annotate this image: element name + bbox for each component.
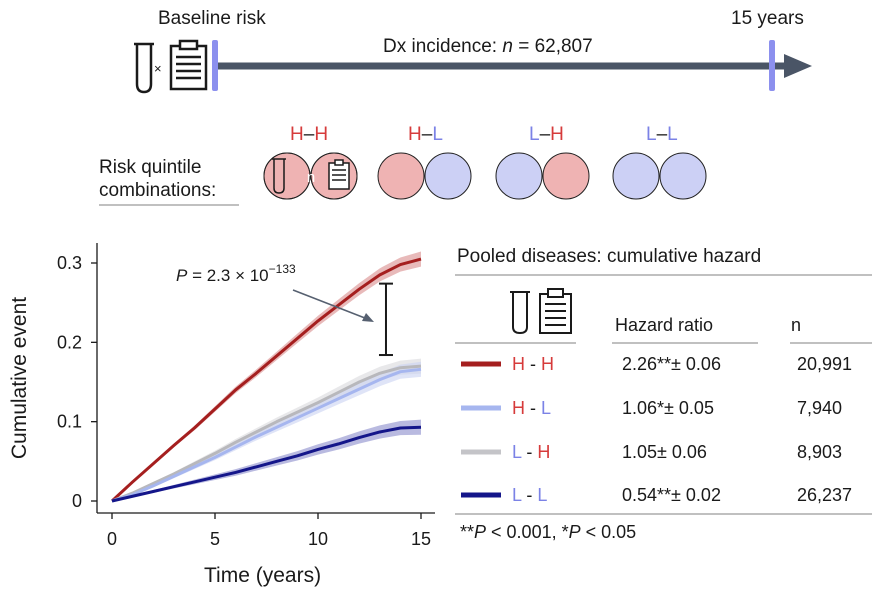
table-title: Pooled diseases: cumulative hazard	[457, 246, 761, 267]
venn-hh: H–H n	[263, 124, 358, 200]
venn-tube-icon	[272, 158, 286, 194]
table-row: L - L 0.54**± 0.02 26,237	[461, 485, 852, 505]
row-label: H - L	[512, 398, 551, 418]
table-clipboard-icon	[539, 288, 572, 334]
series-line-ll	[111, 425, 422, 503]
venn-hl: H–L	[377, 124, 472, 200]
table-row: L - H 1.05± 0.06 8,903	[461, 442, 842, 462]
venn-ll-label: L–L	[646, 124, 678, 145]
risk-label-line2: combinations:	[99, 180, 216, 201]
timeline-end-label: 15 years	[731, 8, 804, 29]
timeline-end-marker	[769, 40, 775, 91]
series-lines	[110, 257, 422, 503]
table-tube-icon	[510, 291, 530, 335]
row-label: L - H	[512, 442, 550, 462]
cumulative-event-chart: 0 5 10 15 0 0.1 0.2 0.3 Time (years) Cumulativ…	[8, 243, 435, 587]
y-tick-label: 0	[72, 491, 82, 511]
p-value-text: P = 2.3 × 10−133	[176, 262, 296, 285]
x-tick-label: 10	[308, 529, 328, 549]
table-row: H - L 1.06*± 0.05 7,940	[461, 398, 842, 418]
col-n: n	[791, 315, 801, 335]
x-tick-label: 0	[107, 529, 117, 549]
y-tick-label: 0.3	[57, 253, 82, 273]
row-label: L - L	[512, 485, 547, 505]
timeline-start-label: Baseline risk	[158, 8, 266, 29]
timeline-arrow-head	[784, 54, 812, 78]
table-footnote: **P < 0.001, *P < 0.05	[460, 522, 636, 542]
band-ll	[112, 419, 421, 501]
row-n: 7,940	[797, 398, 842, 418]
table-row: H - H 2.26**± 0.06 20,991	[461, 354, 852, 374]
row-hazard-ratio: 1.06*± 0.05	[622, 398, 714, 418]
x-tick-label: 5	[210, 529, 220, 549]
times-symbol: ×	[154, 61, 162, 76]
row-n: 20,991	[797, 354, 852, 374]
risk-label-line1: Risk quintile	[99, 157, 201, 178]
clipboard-icon	[169, 39, 208, 91]
series-line-lh	[111, 364, 422, 503]
venn-hh-label: H–H	[290, 124, 328, 145]
p-value-pointer	[292, 289, 371, 321]
test-tube-icon	[134, 42, 154, 94]
timeline-incidence-label: Dx incidence: n = 62,807	[383, 36, 593, 57]
series-line-hh	[110, 257, 422, 503]
y-tick-label: 0.2	[57, 332, 82, 352]
row-label: H - H	[512, 354, 554, 374]
venn-clipboard-icon	[328, 159, 350, 190]
venn-hh-n: n	[307, 169, 315, 186]
row-n: 8,903	[797, 442, 842, 462]
venn-lh-label: L–H	[529, 124, 564, 145]
row-hazard-ratio: 0.54**± 0.02	[622, 485, 721, 505]
venn-ll: L–L	[612, 124, 707, 200]
row-n: 26,237	[797, 485, 852, 505]
row-hazard-ratio: 1.05± 0.06	[622, 442, 707, 462]
x-tick-label: 15	[411, 529, 431, 549]
venn-hl-label: H–L	[408, 124, 443, 145]
timeline-start-marker	[212, 40, 218, 91]
row-hazard-ratio: 2.26**± 0.06	[622, 354, 721, 374]
timeline: Baseline risk 15 years Dx incidence: n =…	[134, 8, 812, 94]
band-hh	[112, 251, 421, 501]
p-value-annotation: P = 2.3 × 10−133	[176, 262, 393, 357]
hazard-table: Pooled diseases: cumulative hazard Hazar…	[455, 246, 872, 542]
y-ticks: 0 0.1 0.2 0.3	[57, 253, 97, 511]
series-line-hl	[111, 367, 422, 503]
p-value-pointer-head	[362, 313, 374, 322]
risk-combinations: Risk quintile combinations: H–H n	[99, 124, 707, 206]
y-axis-label: Cumulative event	[8, 297, 31, 459]
y-tick-label: 0.1	[57, 412, 82, 432]
x-axis-label: Time (years)	[204, 564, 321, 587]
p-value-bracket	[378, 282, 393, 357]
col-hazard-ratio: Hazard ratio	[615, 315, 713, 335]
venn-lh: L–H	[495, 124, 590, 200]
x-ticks: 0 5 10 15	[107, 513, 431, 549]
